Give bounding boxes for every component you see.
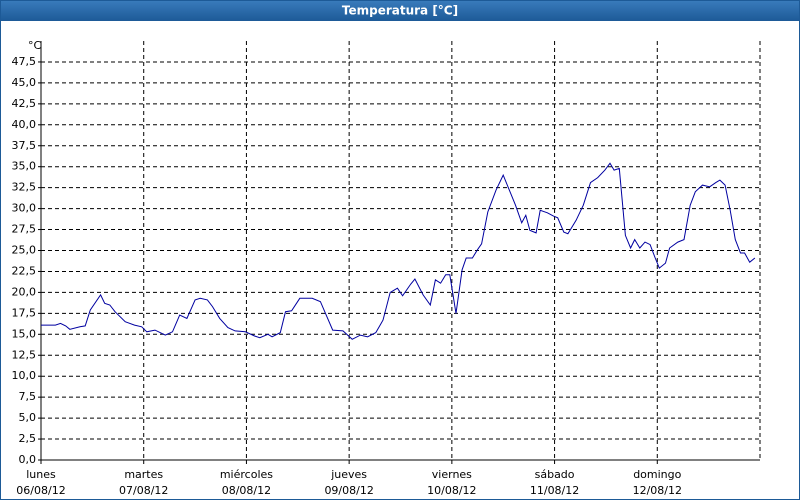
x-tick-label: sábado [535, 468, 575, 481]
y-tick-label: 5,0 [19, 411, 37, 424]
y-tick-label: 40,0 [12, 118, 37, 131]
x-tick-label: 06/08/12 [16, 484, 65, 497]
x-tick-label: viernes [432, 468, 472, 481]
y-tick-label: 12,5 [12, 348, 37, 361]
x-tick-label: domingo [633, 468, 681, 481]
y-tick-label: 32,5 [12, 181, 37, 194]
x-tick-label: 11/08/12 [530, 484, 579, 497]
y-tick-label: 10,0 [12, 369, 37, 382]
x-tick-label: jueves [330, 468, 367, 481]
x-tick-label: 09/08/12 [324, 484, 373, 497]
x-tick-label: 08/08/12 [222, 484, 271, 497]
x-tick-label: martes [124, 468, 163, 481]
x-tick-label: 07/08/12 [119, 484, 168, 497]
x-tick-label: 10/08/12 [427, 484, 476, 497]
y-tick-label: 37,5 [12, 139, 37, 152]
y-tick-label: 2,5 [19, 432, 37, 445]
y-tick-label: 47,5 [12, 55, 37, 68]
temperature-line [41, 162, 756, 340]
y-tick-label: 42,5 [12, 97, 37, 110]
y-tick-label: 20,0 [12, 285, 37, 298]
y-unit-label: °C [28, 39, 42, 52]
y-tick-label: 0,0 [19, 453, 37, 466]
y-tick-label: 27,5 [12, 223, 37, 236]
y-tick-label: 30,0 [12, 202, 37, 215]
y-tick-label: 7,5 [19, 390, 37, 403]
title-bar [0, 0, 800, 21]
chart-title: Temperatura [°C] [342, 4, 458, 18]
y-tick-label: 17,5 [12, 306, 37, 319]
y-tick-label: 45,0 [12, 76, 37, 89]
y-tick-label: 25,0 [12, 244, 37, 257]
x-tick-label: lunes [26, 468, 56, 481]
y-tick-label: 15,0 [12, 327, 37, 340]
y-tick-label: 35,0 [12, 160, 37, 173]
y-tick-label: 22,5 [12, 264, 37, 277]
x-tick-label: 12/08/12 [633, 484, 682, 497]
x-tick-label: miércoles [220, 468, 273, 481]
